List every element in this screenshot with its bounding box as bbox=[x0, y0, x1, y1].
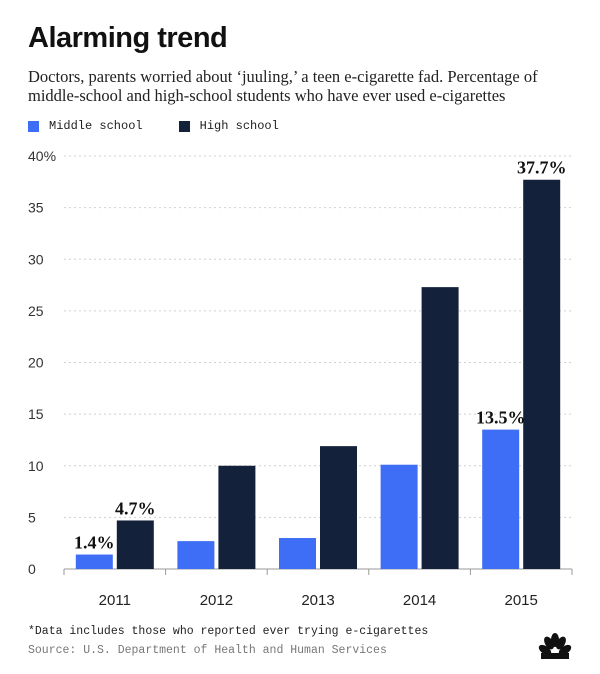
y-tick-label: 0 bbox=[28, 561, 36, 577]
legend-swatch-middle-school bbox=[28, 120, 39, 132]
y-tick-label: 5 bbox=[28, 509, 36, 525]
chart-title: Alarming trend bbox=[28, 22, 228, 54]
bar-middle-school bbox=[75, 554, 113, 569]
bar-high-school bbox=[320, 446, 357, 569]
bar-middle-school bbox=[279, 538, 316, 569]
data-label: 1.4% bbox=[74, 533, 115, 553]
bar-middle-school bbox=[482, 429, 520, 569]
bar-high-school bbox=[421, 287, 459, 569]
legend-item-middle-school: Middle school bbox=[28, 119, 143, 133]
bar-high-school bbox=[116, 520, 154, 569]
y-tick-label: 25 bbox=[28, 303, 44, 319]
bar-middle-school bbox=[177, 541, 215, 569]
chart-legend: Middle school High school bbox=[28, 119, 315, 133]
x-tick-label: 2013 bbox=[301, 592, 334, 609]
y-tick-label: 40% bbox=[28, 148, 56, 164]
data-label: 13.5% bbox=[476, 408, 526, 428]
bar-chart: 0 5 10 15 20 25 30 35 40% 2011 2012 2013 2014 2015 1.4… bbox=[28, 148, 573, 609]
legend-item-high-school: High school bbox=[178, 119, 279, 133]
legend-label-middle-school: Middle school bbox=[49, 119, 143, 133]
footnote: *Data includes those who reported ever t… bbox=[28, 625, 429, 638]
bar-high-school bbox=[523, 179, 561, 569]
bar-high-school bbox=[218, 465, 256, 569]
peacock-logo-icon bbox=[538, 633, 572, 659]
y-tick-label: 15 bbox=[28, 406, 44, 422]
data-label: 37.7% bbox=[517, 158, 567, 178]
y-tick-label: 20 bbox=[28, 355, 44, 371]
legend-swatch-high-school bbox=[178, 120, 190, 132]
y-tick-label: 10 bbox=[28, 458, 44, 474]
x-tick-label: 2011 bbox=[99, 592, 131, 609]
chart-subtitle: Doctors, parents worried about ‘juuling,… bbox=[28, 67, 538, 105]
source-note: Source: U.S. Department of Health and Hu… bbox=[28, 644, 387, 657]
bar-middle-school bbox=[380, 464, 418, 569]
x-tick-label: 2012 bbox=[200, 592, 233, 609]
data-label: 4.7% bbox=[115, 498, 156, 518]
y-tick-label: 30 bbox=[28, 251, 44, 267]
x-tick-label: 2014 bbox=[403, 592, 436, 609]
x-tick-label: 2015 bbox=[505, 592, 538, 609]
legend-label-high-school: High school bbox=[199, 119, 279, 133]
y-tick-label: 35 bbox=[28, 200, 44, 216]
